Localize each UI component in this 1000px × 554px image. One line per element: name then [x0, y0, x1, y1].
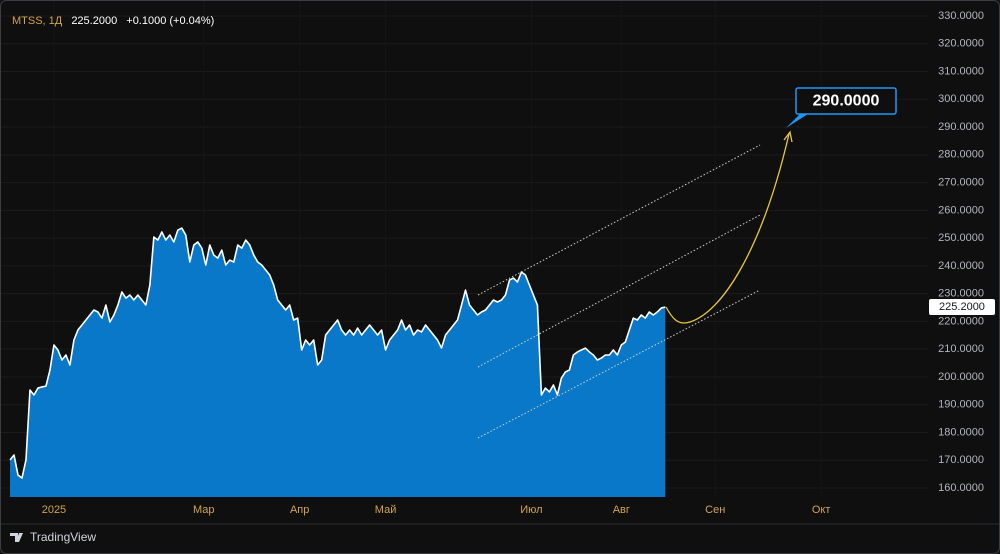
symbol: MTSS, 1Д — [12, 15, 63, 27]
last-price-label: 225.2000 — [939, 301, 985, 313]
x-tick-label: Сен — [705, 504, 725, 516]
x-tick-label: Авг — [613, 504, 630, 516]
x-tick-label: Окт — [812, 504, 831, 516]
y-tick-label: 210.0000 — [938, 343, 984, 355]
x-tick-label: Июл — [520, 504, 542, 516]
y-tick-label: 170.0000 — [938, 454, 984, 466]
callout-label: 290.0000 — [813, 93, 880, 110]
last-price-tag — [929, 298, 995, 315]
y-tick-label: 330.0000 — [938, 10, 984, 22]
channel-middle — [477, 214, 761, 368]
forecast-curve — [665, 133, 790, 324]
forecast-arrow — [783, 130, 793, 143]
y-tick-label: 200.0000 — [938, 371, 984, 383]
y-tick-label: 290.0000 — [938, 121, 984, 133]
change: +0.1000 (+0.04%) — [126, 15, 214, 27]
brand-logo — [10, 533, 23, 542]
price: 225.2000 — [71, 15, 117, 27]
y-tick-label: 310.0000 — [938, 65, 984, 77]
y-tick-label: 220.0000 — [938, 315, 984, 327]
y-tick-label: 320.0000 — [938, 38, 984, 50]
callout-box — [795, 87, 897, 115]
legend: MTSS, 1Д 225.2000 +0.1000 (+0.04%) — [12, 15, 214, 27]
plot — [9, 227, 666, 497]
y-tick-label: 260.0000 — [938, 204, 984, 216]
callout-pointer — [786, 114, 808, 128]
y-tick-label: 240.0000 — [938, 260, 984, 272]
channel-top — [477, 144, 761, 296]
y-tick-label: 230.0000 — [938, 288, 984, 300]
drawings: 290.0000 — [477, 87, 897, 439]
line — [9, 227, 666, 479]
x-tick-label: 2025 — [42, 504, 66, 516]
brand[interactable]: TradingView — [30, 530, 96, 544]
y-tick-label: 250.0000 — [938, 232, 984, 244]
y-tick-label: 280.0000 — [938, 149, 984, 161]
y-tick-label: 190.0000 — [938, 399, 984, 411]
y-tick-label: 180.0000 — [938, 426, 984, 438]
channel-bottom — [477, 289, 761, 439]
area — [10, 228, 666, 497]
x-tick-label: Апр — [290, 504, 309, 516]
y-tick-label: 300.0000 — [938, 93, 984, 105]
axes: 160.0000 170.0000 180.0000 190.0000 200.0000… — [42, 10, 995, 516]
x-tick-label: Май — [375, 504, 397, 516]
y-tick-label: 270.0000 — [938, 176, 984, 188]
x-tick-label: Мар — [193, 504, 215, 516]
y-tick-label: 160.0000 — [938, 482, 984, 494]
